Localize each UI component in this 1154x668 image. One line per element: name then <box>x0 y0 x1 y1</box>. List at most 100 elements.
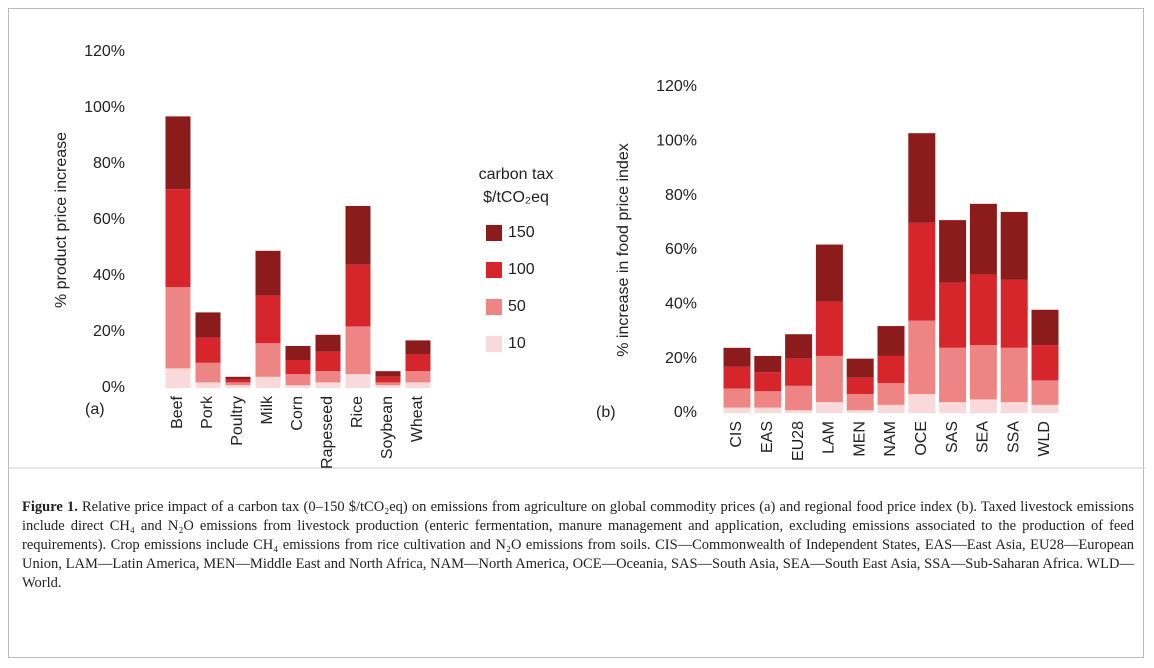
bar-segment <box>165 368 191 388</box>
y-tick-label: 20% <box>93 323 125 340</box>
bar-segment <box>165 189 191 288</box>
legend-swatch <box>486 262 502 278</box>
y-tick-label: 100% <box>84 99 125 116</box>
x-tick-label: Rapeseed <box>319 396 336 469</box>
legend-label: 100 <box>508 261 535 278</box>
bar-segment <box>815 244 843 302</box>
bar-segment <box>285 346 311 360</box>
bar-segment <box>877 355 905 384</box>
bar-segment <box>405 340 431 355</box>
bar-segment <box>225 382 251 386</box>
bar-segment <box>345 264 371 327</box>
bar-segment <box>815 402 843 413</box>
bar-segment <box>1031 380 1059 405</box>
bar-segment <box>345 326 371 374</box>
bar-segment <box>285 360 311 374</box>
x-tick-label: LAM <box>821 421 838 454</box>
x-tick-label: Soybean <box>379 396 396 459</box>
x-tick-label: Corn <box>289 396 306 431</box>
bar-segment <box>1000 279 1028 348</box>
bar-segment <box>1000 402 1028 413</box>
x-tick-label: WLD <box>1036 421 1053 457</box>
bar-segment <box>969 345 997 400</box>
bar-segment <box>969 203 997 275</box>
bar-segment <box>754 372 782 392</box>
bar-segment <box>754 407 782 413</box>
bar-segment <box>255 376 281 388</box>
x-tick-label: EAS <box>759 421 776 453</box>
legend-title: carbon tax <box>479 166 554 183</box>
bar-segment <box>225 385 251 388</box>
bar-segment <box>815 355 843 403</box>
bar-segment <box>375 385 401 388</box>
y-tick-label: 20% <box>665 350 697 367</box>
bar-segment <box>908 222 936 321</box>
bar-segment <box>815 301 843 356</box>
y-tick-label: 120% <box>84 43 125 60</box>
caption-label: Figure 1. <box>22 499 78 515</box>
bar-segment <box>723 347 751 367</box>
bar-segment <box>375 376 401 383</box>
bar-segment <box>754 355 782 373</box>
bar-segment <box>405 371 431 383</box>
bar-segment <box>939 282 967 348</box>
caption-text: Relative price impact of a carbon tax (0… <box>22 499 1134 591</box>
legend-label: 50 <box>508 298 526 315</box>
y-tick-label: 0% <box>102 379 125 396</box>
bar-segment <box>225 379 251 383</box>
bar-segment <box>723 407 751 413</box>
y-tick-label: 60% <box>93 211 125 228</box>
bar-segment <box>723 366 751 389</box>
bar-segment <box>255 343 281 377</box>
x-tick-label: OCE <box>913 421 930 456</box>
y-tick-label: 40% <box>665 296 697 313</box>
bar-segment <box>939 402 967 413</box>
y-axis-label: % product price increase <box>53 132 70 308</box>
bar-segment <box>846 358 874 378</box>
bar-segment <box>405 382 431 388</box>
y-tick-label: 40% <box>93 267 125 284</box>
bar-segment <box>1031 309 1059 346</box>
bar-segment <box>1031 404 1059 413</box>
bar-segment <box>908 133 936 223</box>
bar-segment <box>315 334 341 352</box>
x-tick-label: Milk <box>259 395 276 424</box>
panel-label: (a) <box>85 401 105 418</box>
bar-segment <box>375 382 401 386</box>
bar-segment <box>939 347 967 403</box>
bar-segment <box>345 374 371 388</box>
y-tick-label: 100% <box>656 133 697 150</box>
bar-segment <box>315 382 341 388</box>
x-tick-label: Rice <box>349 396 366 428</box>
x-tick-label: Poultry <box>229 396 246 446</box>
x-tick-label: SAS <box>944 421 961 453</box>
caption: Figure 1. Relative price impact of a car… <box>22 498 1134 593</box>
bar-segment <box>165 287 191 369</box>
y-tick-label: 80% <box>93 155 125 172</box>
y-tick-label: 80% <box>665 187 697 204</box>
y-axis-label: % increase in food price index <box>615 143 632 356</box>
y-tick-label: 60% <box>665 241 697 258</box>
bar-segment <box>1000 347 1028 403</box>
y-tick-label: 0% <box>674 404 697 421</box>
bar-segment <box>195 312 221 338</box>
bar-segment <box>285 385 311 388</box>
bar-segment <box>908 320 936 394</box>
panel-label: (b) <box>596 404 616 421</box>
bar-segment <box>1000 211 1028 280</box>
x-tick-label: MEN <box>851 421 868 457</box>
bar-segment <box>969 274 997 346</box>
bar-segment <box>785 358 813 386</box>
bar-segment <box>195 337 221 363</box>
y-tick-label: 120% <box>656 78 697 95</box>
bar-segment <box>255 295 281 344</box>
x-tick-label: SEA <box>975 421 992 453</box>
legend-label: 150 <box>508 224 535 241</box>
figure: 0% 20% 40% 60% 80% 100% 120% % product price in… <box>9 43 1145 469</box>
bar-segment <box>877 383 905 405</box>
bar-segment <box>165 116 191 190</box>
bar-segment <box>846 377 874 394</box>
legend-swatch <box>486 299 502 315</box>
bar-segment <box>225 376 251 380</box>
